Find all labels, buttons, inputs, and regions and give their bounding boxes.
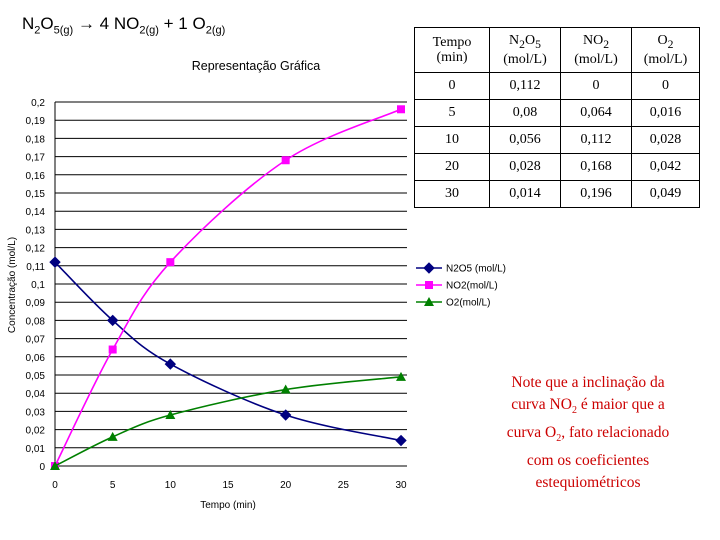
x-axis-label: Tempo (min) [200, 500, 256, 511]
table-cell: 0,056 [489, 126, 561, 154]
y-axis-label: Concentração (mol/L) [7, 237, 18, 333]
table-row: 10 0,056 0,112 0,028 [414, 126, 700, 154]
legend: N2O5 (mol/L) NO2(mol/L) O2(mol/L) [416, 262, 506, 309]
header-no2: NO2 (mol/L) [560, 27, 632, 73]
table-cell: 0 [414, 72, 490, 100]
series-line-n2o5 [54, 261, 402, 442]
y-tick-label: 0,12 [26, 244, 46, 255]
table-cell: 0 [631, 72, 700, 100]
data-table: Tempo (min) N2O5 (mol/L) NO2 (mol/L) O2 (mol… [414, 27, 700, 208]
table-header-row: Tempo (min) N2O5 (mol/L) NO2 (mol/L) O2 (mol… [414, 27, 700, 73]
y-tick-label: 0,19 [26, 116, 46, 127]
table-cell: 0,028 [489, 153, 561, 181]
x-tick-label: 5 [110, 480, 116, 491]
table-cell: 0 [560, 72, 632, 100]
series-line-o2 [54, 376, 402, 467]
grid-lines [55, 101, 407, 467]
y-tick-label: 0,2 [31, 98, 45, 109]
y-tick-label: 0,14 [26, 207, 46, 218]
data-point-n2o5 [395, 434, 407, 447]
data-point-o2 [280, 384, 291, 394]
y-tick-label: 0,15 [26, 189, 46, 200]
reaction-equation: N2O5(g) → 4 NO2(g) + 1 O2(g) [22, 14, 226, 37]
y-tick-label: 0,08 [26, 316, 46, 327]
y-tick-label: 0,16 [26, 171, 46, 182]
table-cell: 0,08 [489, 99, 561, 127]
data-point-o2 [50, 461, 60, 470]
x-tick-label: 15 [222, 480, 234, 491]
y-tick-label: 0,1 [31, 280, 45, 291]
legend-marker-n2o5 [423, 262, 435, 274]
header-n2o5: N2O5 (mol/L) [489, 27, 561, 73]
axes: 0 0,01 0,02 0,03 0,04 0,05 0,06 0,07 0,08 0,09 0,1… [26, 98, 407, 491]
data-point-n2o5 [106, 314, 119, 327]
chart-title: Representação Gráfica [192, 59, 321, 73]
table-row: 30 0,014 0,196 0,049 [414, 180, 700, 208]
x-tick-label: 30 [395, 480, 407, 491]
table-cell: 0,014 [489, 180, 561, 208]
table-cell: 0,064 [560, 99, 632, 127]
table-cell: 0,168 [560, 153, 632, 181]
table-cell: 0,042 [631, 153, 700, 181]
table-cell: 30 [414, 180, 490, 208]
header-tempo: Tempo (min) [414, 27, 490, 73]
data-point-n2o5 [164, 358, 177, 370]
table-row: 5 0,08 0,064 0,016 [414, 99, 700, 127]
legend-label-no2: NO2(mol/L) [446, 281, 498, 292]
data-point-no2 [108, 345, 117, 354]
data-point-no2 [281, 156, 290, 165]
table-row: 0 0,112 0 0 [414, 72, 700, 100]
table-cell: 0,112 [489, 72, 561, 100]
table-cell: 0,016 [631, 99, 700, 127]
table-row: 20 0,028 0,168 0,042 [414, 153, 700, 181]
data-point-o2 [165, 410, 176, 420]
y-tick-label: 0 [39, 462, 45, 473]
legend-label-o2: O2(mol/L) [446, 298, 490, 309]
y-tick-label: 0,03 [26, 407, 46, 418]
y-tick-label: 0,17 [26, 153, 46, 164]
data-series [49, 105, 407, 470]
data-point-n2o5 [279, 409, 292, 421]
table-cell: 10 [414, 126, 490, 154]
table-cell: 0,049 [631, 180, 700, 208]
x-tick-label: 0 [52, 480, 58, 491]
table-cell: 0,112 [560, 126, 632, 154]
y-tick-label: 0,13 [26, 225, 46, 236]
table-cell: 5 [414, 99, 490, 127]
data-point-no2 [397, 105, 405, 114]
legend-marker-o2 [424, 297, 434, 306]
data-point-no2 [166, 258, 175, 267]
y-tick-label: 0,09 [26, 298, 46, 309]
legend-marker-no2 [425, 281, 433, 289]
y-tick-label: 0,06 [26, 353, 46, 364]
table-cell: 0,028 [631, 126, 700, 154]
y-tick-label: 0,07 [26, 335, 46, 346]
data-point-o2 [107, 431, 118, 441]
y-tick-label: 0,01 [26, 444, 46, 455]
header-o2: O2 (mol/L) [631, 27, 700, 73]
data-point-n2o5 [49, 256, 61, 268]
y-tick-label: 0,11 [26, 262, 45, 273]
data-point-o2 [396, 371, 406, 381]
x-tick-label: 20 [280, 480, 292, 491]
y-tick-label: 0,05 [26, 371, 46, 382]
table-cell: 0,196 [560, 180, 632, 208]
annotation-note: Note que a inclinação da curva NO2 é mai… [506, 374, 670, 492]
series-line-no2 [54, 108, 402, 467]
x-tick-label: 10 [165, 480, 177, 491]
y-tick-label: 0,02 [26, 426, 46, 437]
table-cell: 20 [414, 153, 490, 181]
y-tick-label: 0,04 [26, 389, 46, 400]
y-tick-label: 0,18 [26, 134, 46, 145]
legend-label-n2o5: N2O5 (mol/L) [446, 264, 506, 275]
x-tick-label: 25 [338, 480, 350, 491]
